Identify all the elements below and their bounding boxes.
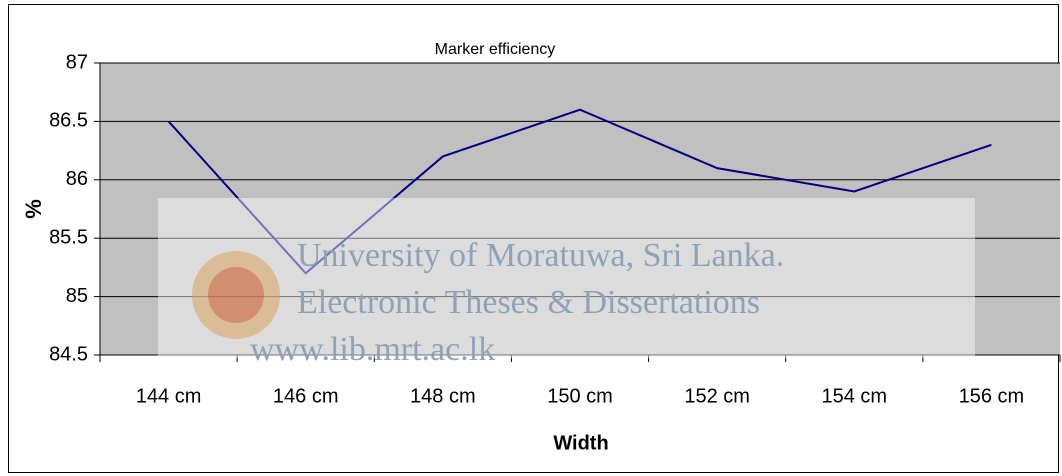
y-tick-label: 87: [66, 51, 88, 73]
y-tick-label: 84.5: [49, 343, 88, 365]
watermark-text: Electronic Theses & Dissertations: [297, 284, 760, 321]
watermark-box: [158, 198, 975, 358]
y-tick-label: 86.5: [49, 110, 88, 132]
chart-title: Marker efficiency: [435, 41, 556, 58]
x-tick-label: 152 cm: [684, 385, 750, 407]
x-tick-label: 148 cm: [410, 385, 476, 407]
x-tick-label: 146 cm: [273, 385, 339, 407]
x-tick-label: 156 cm: [959, 385, 1025, 407]
watermark-logo: [192, 251, 280, 339]
watermark-text: www.lib.mrt.ac.lk: [250, 331, 495, 368]
x-tick-label: 154 cm: [821, 385, 887, 407]
watermark-logo-inner: [208, 267, 264, 323]
x-axis-label: Width: [553, 432, 608, 454]
data-line: [167, 108, 992, 275]
x-tick-label: 144 cm: [136, 385, 202, 407]
y-axis-label: %: [21, 199, 46, 219]
y-tick-label: 85: [66, 285, 88, 307]
y-tick-label: 85.5: [49, 226, 88, 248]
y-tick-label: 86: [66, 168, 88, 190]
x-tick-label: 150 cm: [547, 385, 613, 407]
watermark-text: University of Moratuwa, Sri Lanka.: [297, 237, 784, 274]
